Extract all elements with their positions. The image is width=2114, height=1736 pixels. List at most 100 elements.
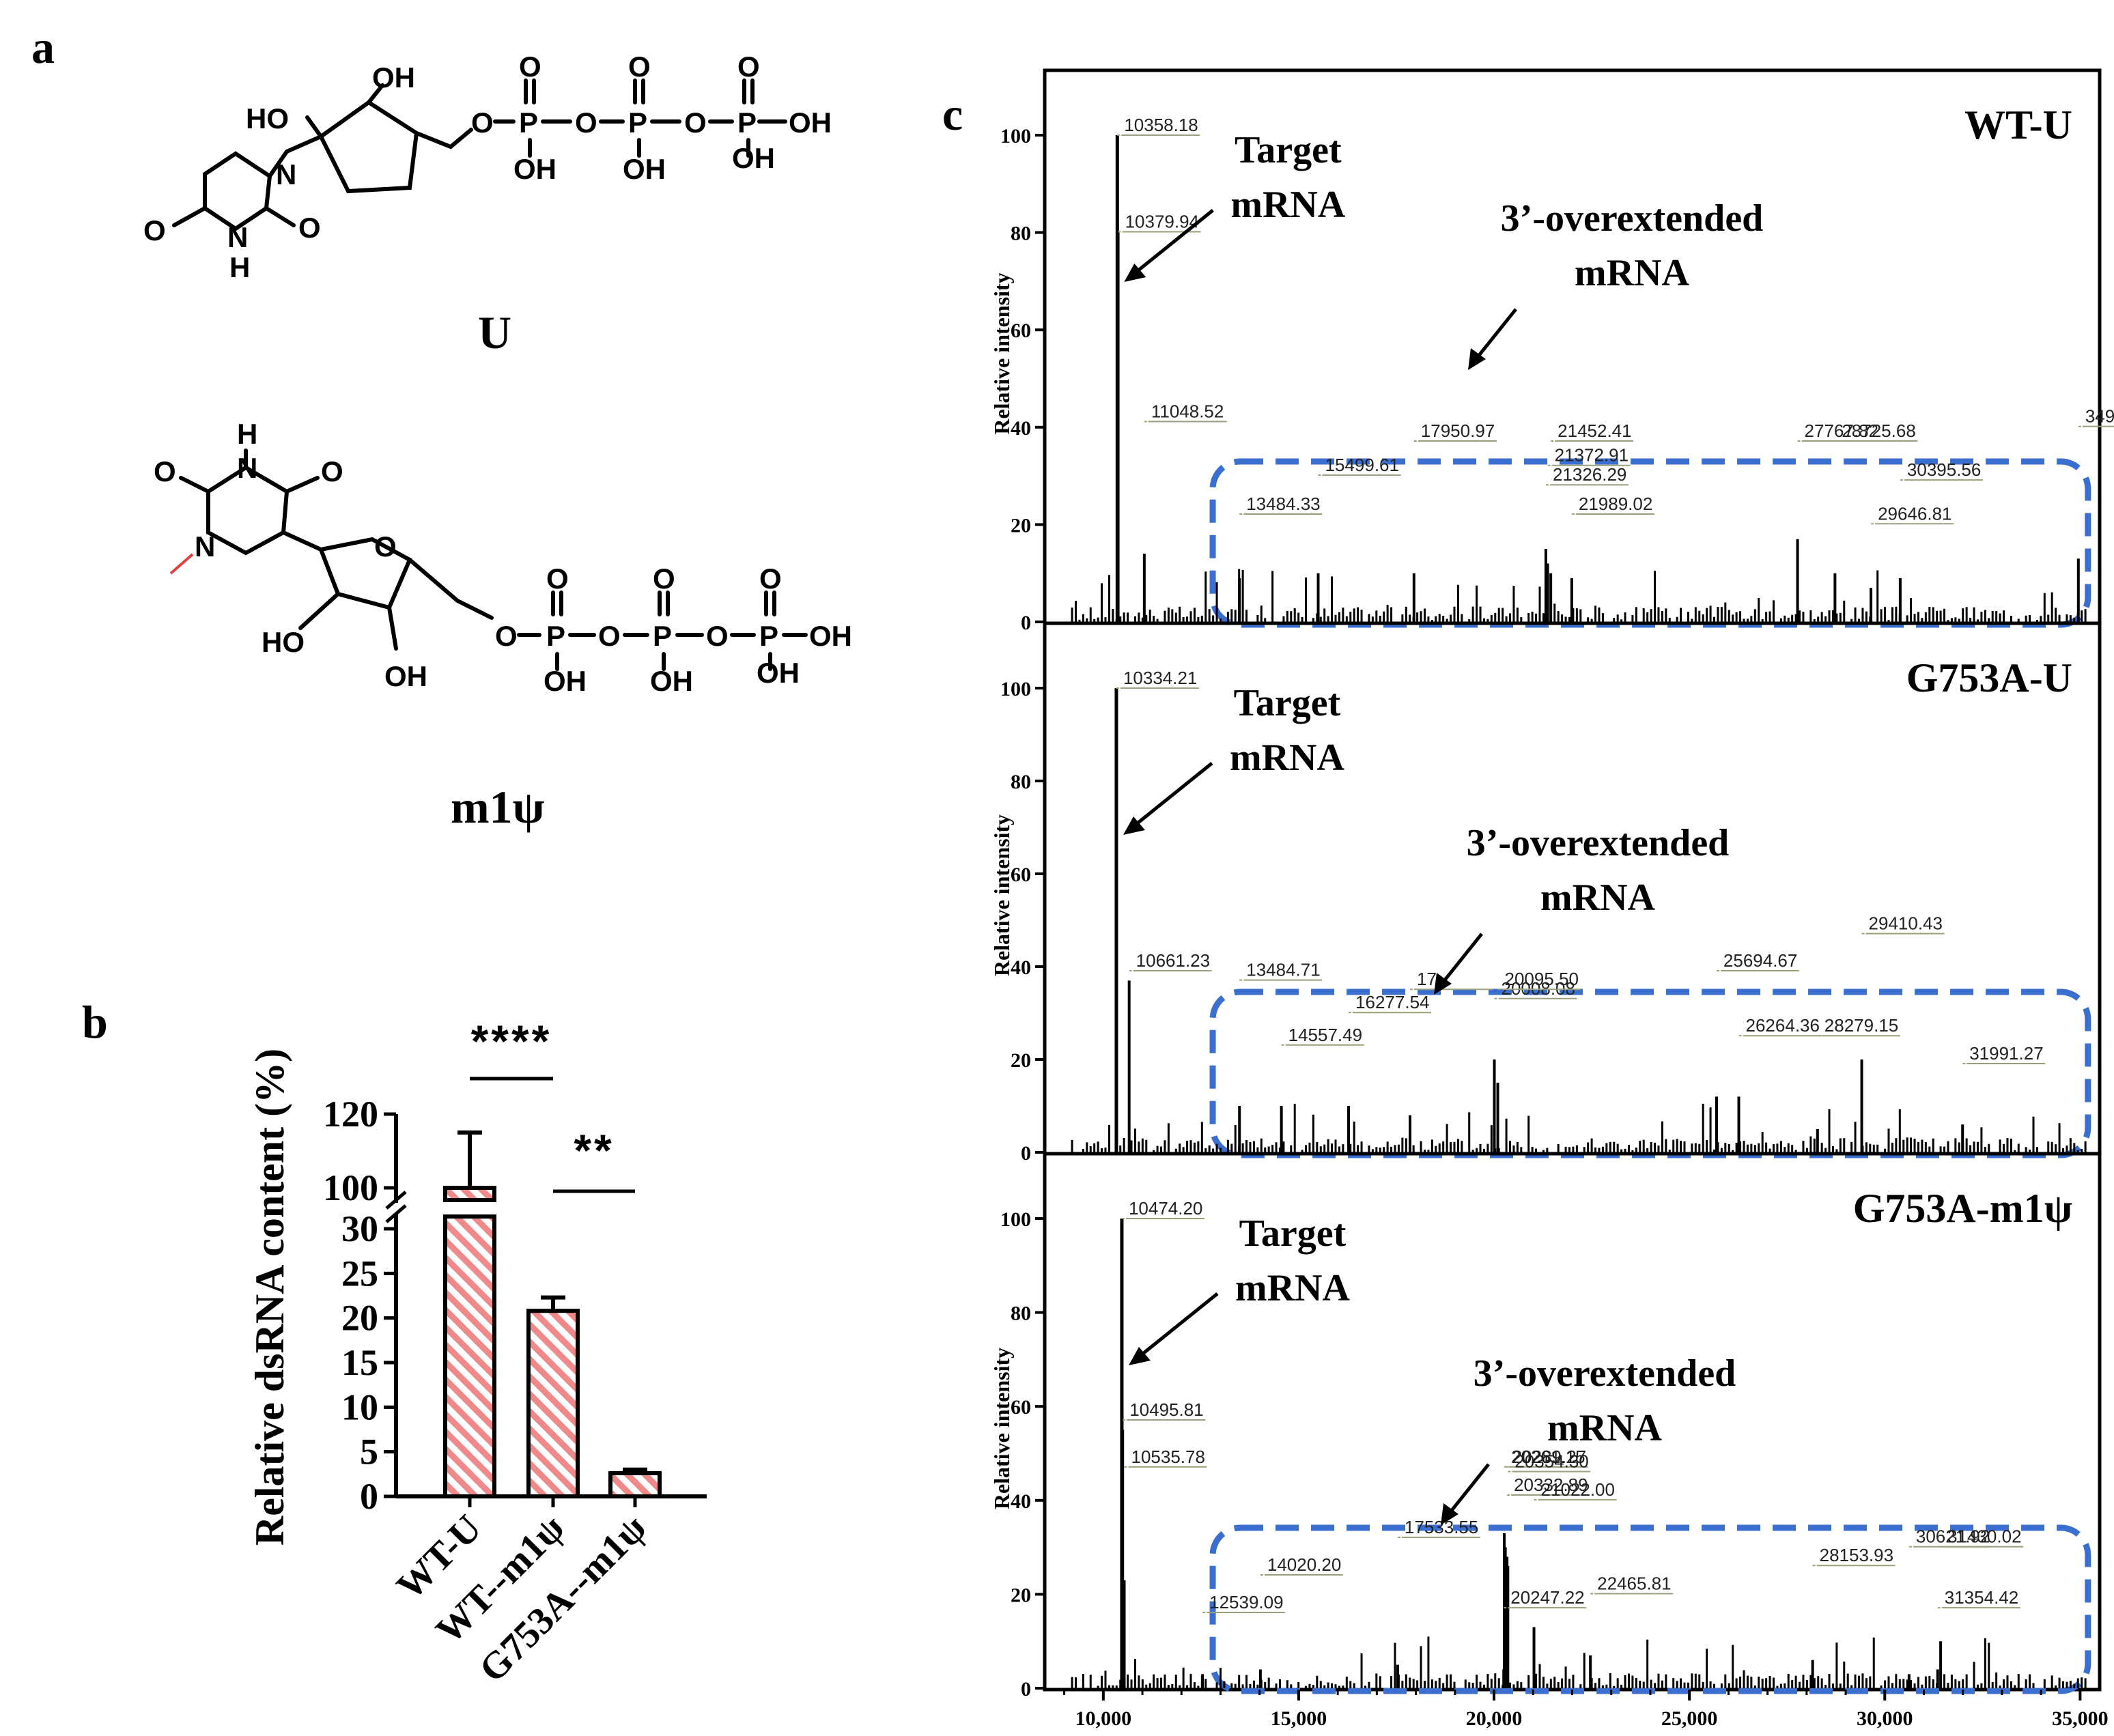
atom-label: OH — [732, 142, 775, 174]
y-tick-label: 100 — [1000, 1208, 1031, 1231]
peak-label: 20289.27 — [1512, 1447, 1586, 1467]
peak-label: 31354.42 — [1945, 1587, 2018, 1608]
annotation-target: Target — [1235, 129, 1342, 171]
annotation-overextended: 3’-overextended — [1501, 197, 1764, 240]
molecule-m1psi-atoms: H N O O N O HO OH O P O P O P OH O O O O… — [154, 418, 852, 833]
atom-label: O — [653, 563, 675, 595]
y-tick-label: 15 — [341, 1342, 378, 1383]
atom-label: OH — [809, 620, 852, 652]
overextended-region-box — [1209, 1524, 2091, 1694]
y-tick-label: 100 — [323, 1167, 378, 1208]
atom-label: O — [495, 620, 518, 652]
atom-label: O — [298, 212, 321, 244]
y-tick-label: 40 — [1011, 1490, 1031, 1513]
atom-label: O — [143, 214, 166, 246]
peak-label: 28725.68 — [1842, 421, 1915, 441]
peak-label: 21372.91 — [1555, 445, 1629, 466]
peak-label: 10535.78 — [1131, 1447, 1204, 1467]
y-tick-label: 20 — [341, 1298, 378, 1339]
peak-label: 31430.02 — [1947, 1526, 2021, 1547]
peak-label: 10379.94 — [1125, 211, 1199, 231]
peak-label: 29410.43 — [1869, 913, 1943, 934]
peak-label: 28279.15 — [1824, 1015, 1898, 1036]
panel-label-b: b — [82, 996, 108, 1048]
peak-label: 12539.09 — [1209, 1592, 1283, 1612]
peak-label: 21022.00 — [1541, 1479, 1615, 1500]
atom-label: O — [471, 106, 494, 139]
peak-label: 26264.36 — [1746, 1015, 1820, 1036]
atom-label: P — [759, 620, 778, 652]
x-tick-label: 25,000 — [1661, 1707, 1718, 1730]
y-tick-label: 60 — [1011, 1396, 1031, 1419]
peak-label: 10358.18 — [1124, 115, 1198, 135]
peak-label: 17950.97 — [1421, 421, 1495, 441]
atom-label: P — [737, 106, 757, 139]
atom-label: O — [598, 620, 621, 652]
atom-label: O — [684, 106, 707, 139]
peak-label: 21452.41 — [1558, 421, 1631, 441]
peak-label: 16277.54 — [1355, 992, 1429, 1012]
peak-label: 30395.56 — [1907, 459, 1981, 480]
arrow-line — [1130, 762, 1213, 829]
peak-label: 34954.98 — [2085, 406, 2114, 427]
overextended-region-box — [1209, 988, 2091, 1158]
arrowhead — [1434, 973, 1452, 995]
y-axis-label: Relative intensity — [989, 272, 1014, 434]
annotation-overextended: 3’-overextended — [1474, 1352, 1736, 1395]
atom-label: H — [229, 251, 250, 283]
overextended-region-box — [1209, 458, 2091, 628]
mass-spectra-c: 0 20 40 60 80 100 Relative intensity WT-U 10358.… — [989, 68, 2114, 1730]
bar — [443, 1214, 496, 1498]
peak-label: 25694.67 — [1723, 950, 1797, 971]
peak-label: 20008.08 — [1502, 978, 1575, 999]
atom-label: OH — [372, 61, 415, 94]
y-tick-label: 10 — [341, 1386, 378, 1427]
atom-label: P — [546, 620, 565, 652]
atom-label: N — [195, 530, 215, 563]
peak-label: 22465.81 — [1597, 1574, 1671, 1594]
peak-label: 10495.81 — [1129, 1399, 1203, 1420]
bar — [443, 1186, 496, 1202]
peak-label: 10334.21 — [1123, 668, 1197, 688]
y-tick-label: 60 — [1011, 319, 1031, 342]
atom-label: N — [276, 158, 296, 190]
atom-label: HO — [262, 626, 305, 658]
y-axis-label: Relative dsRNA content (%) — [247, 1049, 292, 1546]
molecule-name-m1psi: m1ψ — [451, 781, 545, 833]
atom-label: P — [653, 620, 672, 652]
peak-label: 14557.49 — [1288, 1025, 1362, 1045]
annotation-target: mRNA — [1235, 1267, 1351, 1309]
atom-label: H — [237, 418, 257, 450]
atom-label: P — [628, 106, 647, 139]
significance-label: **** — [471, 1016, 552, 1066]
significance-label: ** — [574, 1125, 614, 1176]
x-tick-label: 10,000 — [1075, 1707, 1132, 1730]
y-tick-label: 0 — [1021, 612, 1031, 634]
atom-label: N — [227, 221, 248, 253]
peak-label: 10661.23 — [1136, 950, 1210, 971]
annotation-target: Target — [1239, 1212, 1347, 1255]
atom-label: OH — [789, 106, 832, 139]
atom-label: O — [737, 51, 760, 83]
molecule-m1psi — [179, 449, 808, 671]
y-tick-label: 5 — [360, 1432, 378, 1472]
y-tick-label: 25 — [341, 1253, 378, 1294]
arrowhead — [1441, 1503, 1458, 1525]
y-tick-label: 120 — [323, 1094, 378, 1135]
arrowhead — [1124, 264, 1146, 282]
spectrum-title: G753A-m1ψ — [1853, 1186, 2072, 1231]
peak-label: 13484.71 — [1246, 960, 1320, 980]
peak-label: 10474.20 — [1129, 1198, 1202, 1219]
y-tick-label: 100 — [1000, 125, 1031, 147]
y-tick-label: 20 — [1011, 514, 1031, 537]
y-tick-label: 40 — [1011, 417, 1031, 440]
x-tick-label: 35,000 — [2052, 1707, 2109, 1730]
atom-label: OH — [757, 657, 800, 689]
annotation-overextended: mRNA — [1575, 252, 1690, 294]
peak-label: 13484.33 — [1246, 494, 1320, 514]
atom-label: P — [519, 106, 538, 139]
y-tick-label: 40 — [1011, 956, 1031, 979]
peak-label: 14020.20 — [1267, 1554, 1341, 1575]
y-tick-label: 80 — [1011, 771, 1031, 793]
